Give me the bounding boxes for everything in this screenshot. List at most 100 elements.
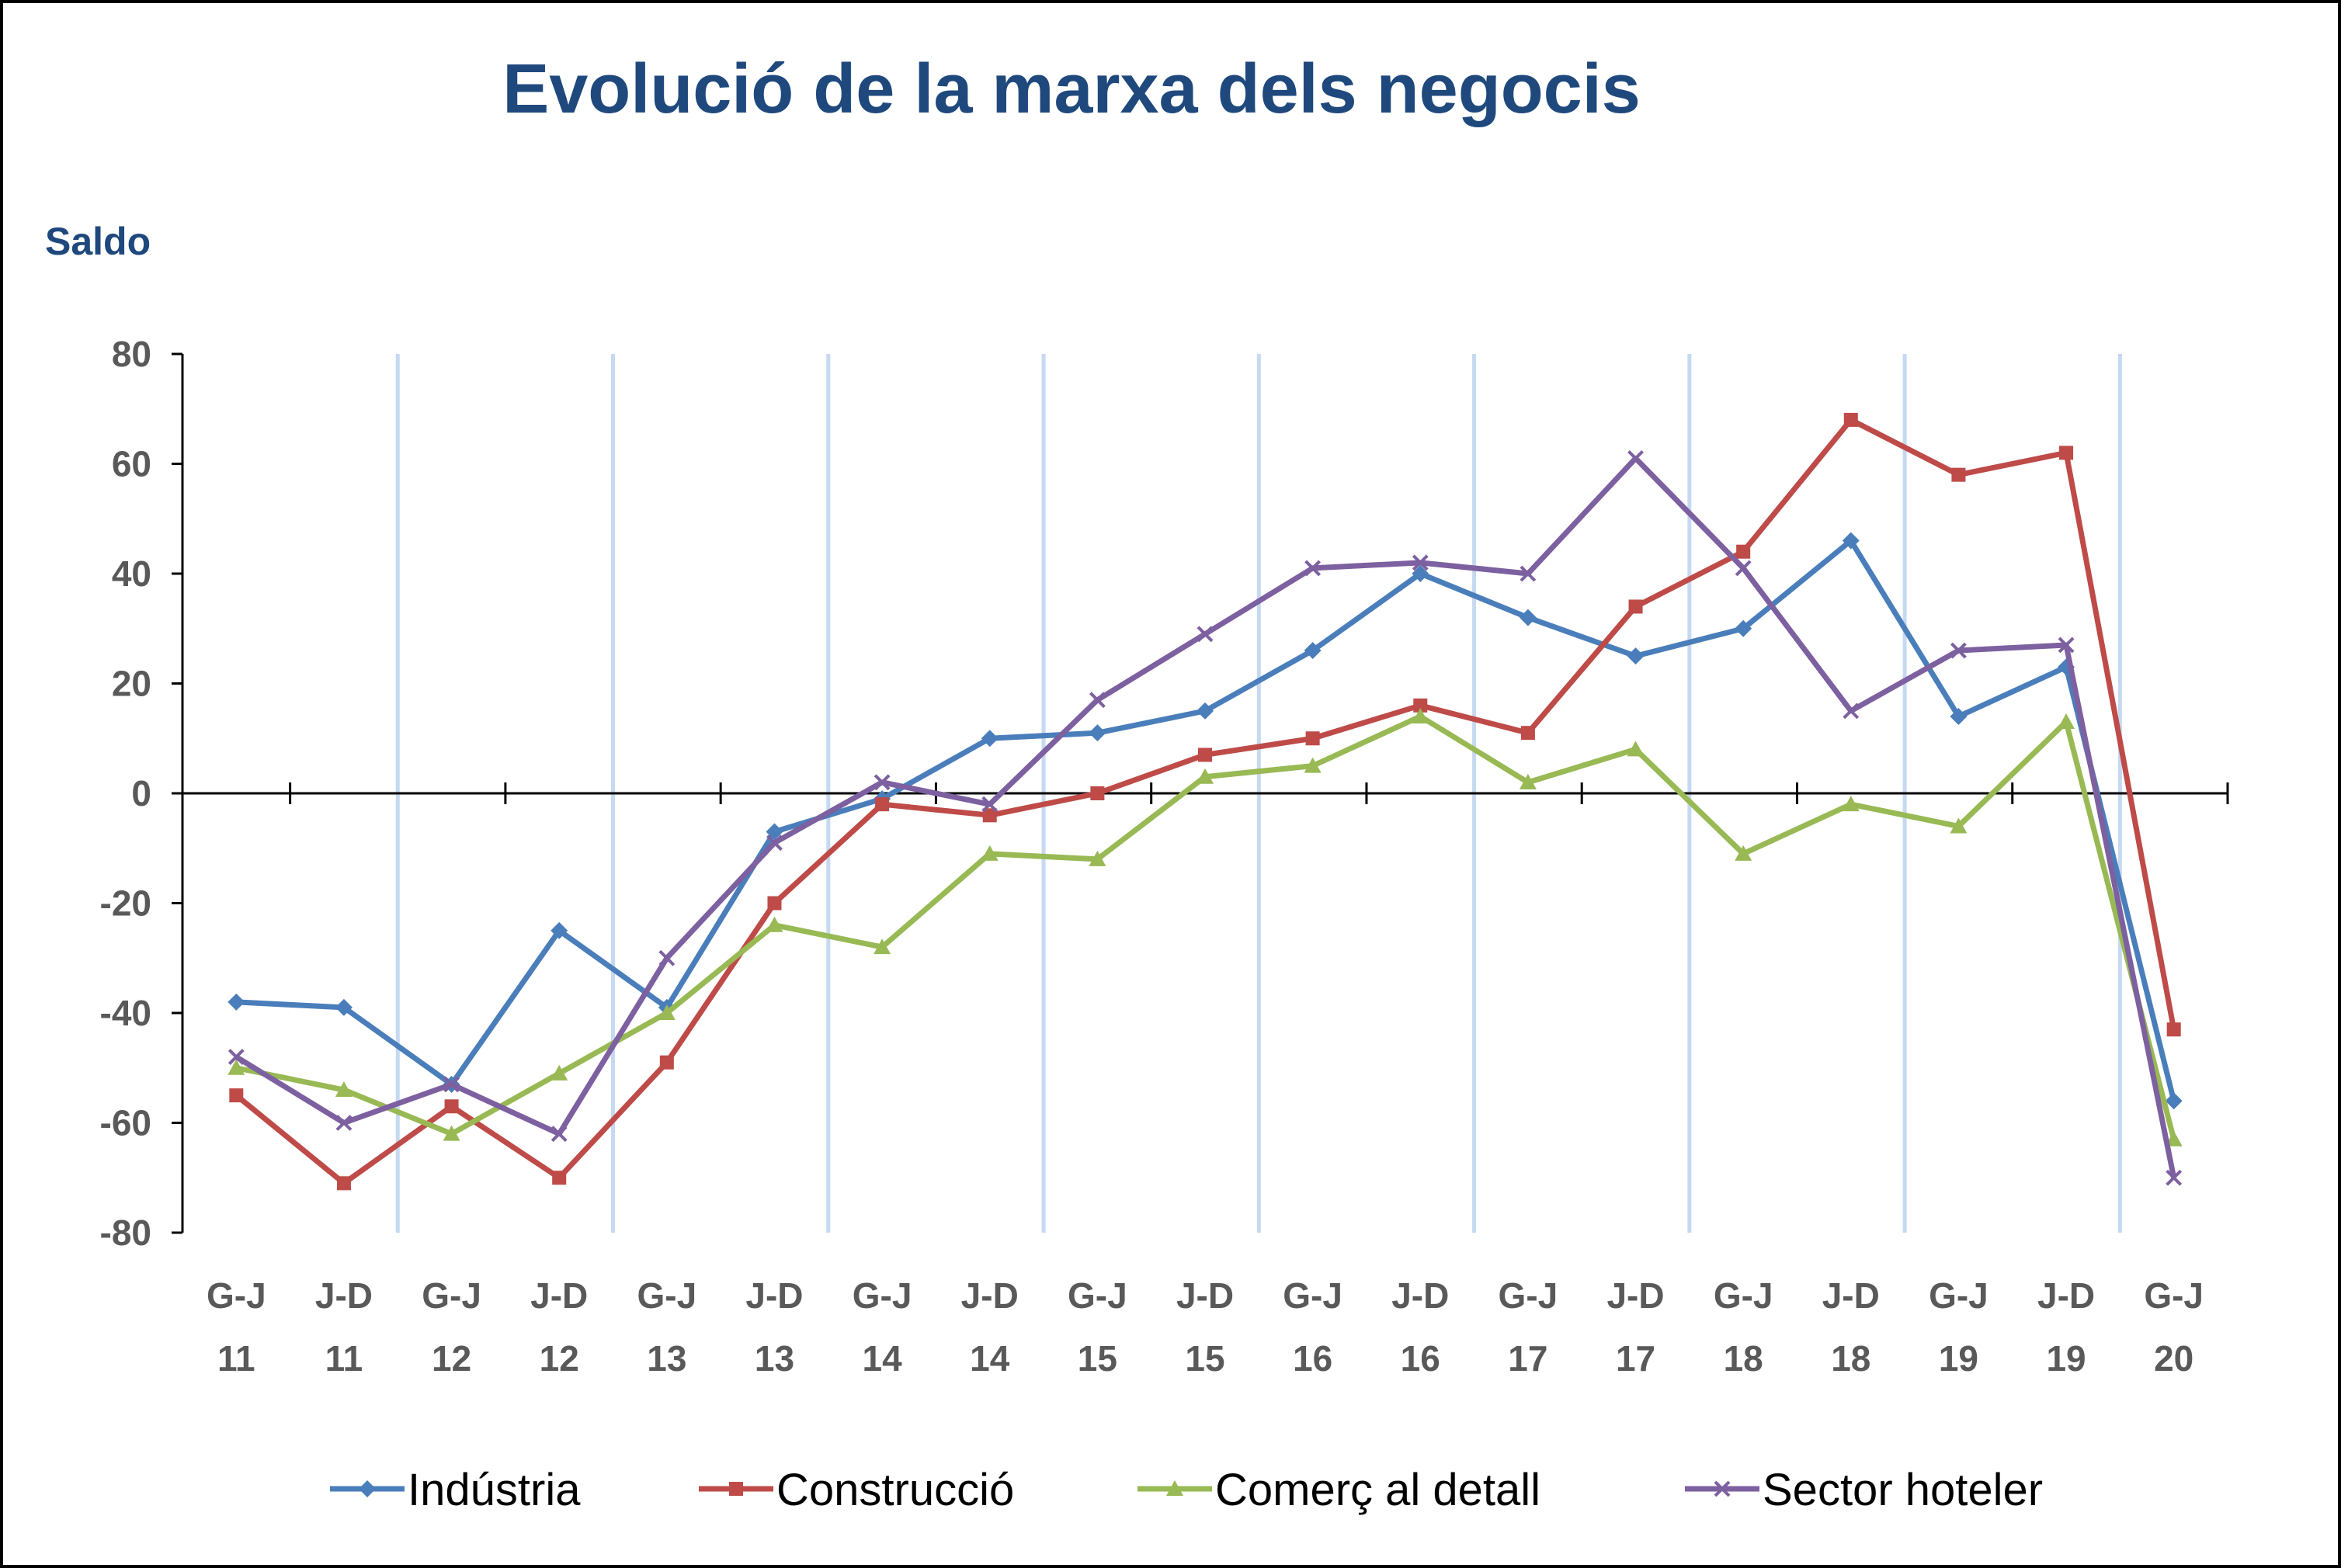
square-marker [875,797,890,812]
triangle-marker [2165,1130,2183,1147]
diamond-marker [359,1480,376,1497]
x-tick-label: G-J [1929,1275,1988,1316]
square-marker [659,1055,674,1070]
square-marker [1736,544,1751,559]
triangle-marker [766,916,783,932]
legend-label: Comerç al detall [1215,1465,1540,1515]
square-marker [552,1171,567,1185]
triangle-marker [981,845,999,861]
triangle-marker [1412,707,1429,723]
diamond-marker [1735,619,1752,637]
diamond-marker [1842,532,1860,550]
x-marker [766,834,783,852]
triangle-marker [1627,741,1645,757]
triangle-marker [1166,1480,1183,1496]
triangle-marker [1519,773,1537,789]
x-tick-label: G-J [1714,1275,1773,1316]
x-tick-label: 14 [863,1338,903,1379]
x-marker [1843,702,1860,720]
y-tick-label: -40 [100,993,151,1033]
y-tick-label: -60 [100,1103,151,1143]
legend-label: Construcció [776,1465,1014,1515]
triangle-marker [1735,845,1752,861]
triangle-marker [551,1064,568,1081]
diamond-marker [1519,609,1537,626]
x-marker [1520,565,1537,582]
x-tick-label: G-J [2144,1275,2204,1316]
x-tick-label: J-D [1822,1275,1880,1316]
x-tick-label: G-J [637,1275,696,1316]
x-marker [1412,554,1429,571]
square-marker [336,1176,351,1191]
diamond-marker [766,823,783,841]
legend-label: Sector hoteler [1763,1465,2043,1515]
x-marker [2166,1169,2183,1186]
x-marker [981,796,999,813]
legend-label: Indústria [408,1465,581,1515]
x-tick-label: 11 [325,1338,363,1379]
triangle-marker [443,1125,460,1141]
x-tick-label: G-J [422,1275,481,1316]
diamond-marker [981,730,999,748]
x-marker [874,774,891,791]
x-marker [1089,692,1106,709]
square-marker [767,896,782,911]
diamond-marker [1197,702,1214,720]
triangle-marker [228,1059,245,1075]
y-tick-label: 20 [112,664,151,704]
x-tick-label: G-J [853,1275,912,1316]
series-comer-al-detall [228,707,2183,1147]
legend-item: Comerç al detall [1138,1465,1540,1515]
diamond-marker [551,921,568,939]
square-marker [1843,412,1858,427]
square-marker [2166,1022,2181,1037]
triangle-marker [335,1081,353,1098]
x-tick-label: 15 [1185,1338,1224,1379]
diamond-marker [1304,642,1322,660]
triangle-marker [1197,768,1214,784]
y-tick-label: -20 [100,883,151,924]
x-marker [1714,1480,1731,1497]
x-tick-label: 11 [217,1338,255,1379]
diamond-marker [1412,565,1429,582]
triangle-marker [1304,757,1322,773]
square-marker [729,1482,743,1496]
diamond-marker [2165,1092,2183,1110]
square-marker [444,1099,459,1114]
x-tick-label: 12 [540,1338,579,1379]
square-marker [1628,599,1643,614]
x-marker [658,949,676,966]
diamond-marker [1950,707,1968,725]
x-tick-label: J-D [2037,1275,2095,1316]
x-tick-label: J-D [315,1275,373,1316]
x-tick-label: 18 [1724,1338,1763,1379]
legend-item: Construcció [699,1465,1014,1515]
y-tick-label: -80 [100,1212,151,1253]
x-tick-label: J-D [961,1275,1019,1316]
triangle-marker [874,938,891,955]
triangle-marker [1950,817,1968,834]
legend-item: Sector hoteler [1685,1465,2043,1515]
x-tick-label: J-D [1606,1275,1664,1316]
x-tick-label: 13 [755,1338,794,1379]
x-tick-label: 16 [1293,1338,1332,1379]
x-marker [1197,626,1214,643]
x-tick-label: 14 [970,1338,1010,1379]
x-tick-label: G-J [207,1275,266,1316]
square-marker [1951,467,1966,482]
square-marker [1090,786,1105,800]
diamond-marker [1089,724,1106,742]
square-marker [982,808,997,823]
triangle-marker [2058,713,2075,730]
triangle-marker [1842,796,1860,812]
square-marker [229,1088,244,1103]
square-marker [2059,446,2074,460]
x-marker [228,1049,245,1066]
x-tick-label: G-J [1283,1275,1342,1316]
x-tick-label: G-J [1068,1275,1127,1316]
series-sector-hoteler [228,450,2183,1186]
triangle-marker [658,1004,676,1020]
square-marker [1198,748,1212,762]
x-marker [1627,450,1644,467]
